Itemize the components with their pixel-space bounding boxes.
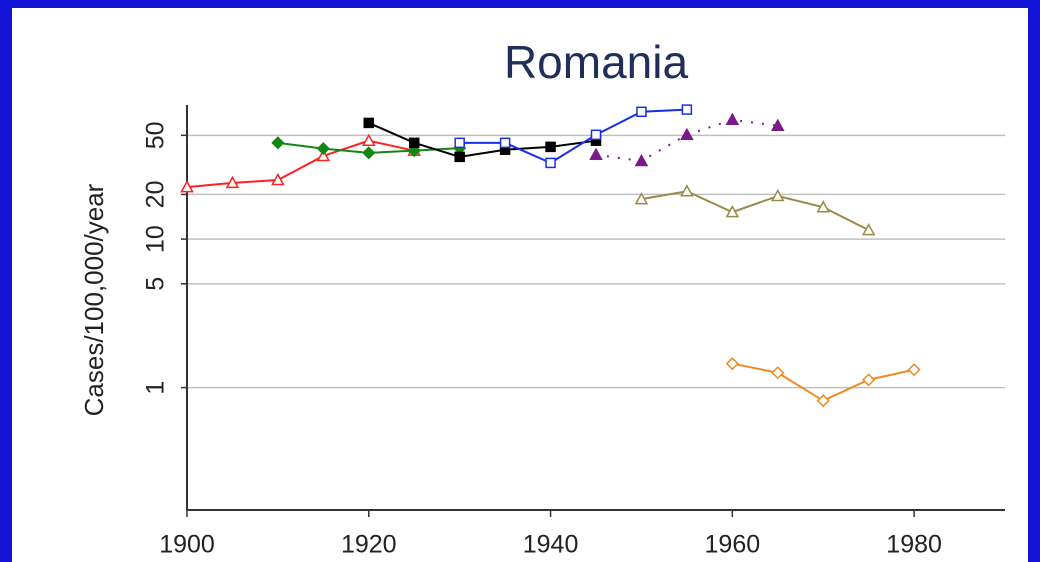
x-tick-label: 1940	[523, 531, 579, 559]
marker	[634, 192, 649, 205]
marker	[499, 137, 511, 149]
y-tick-label: 5	[142, 277, 170, 291]
x-tick-label: 1960	[705, 531, 761, 559]
marker	[454, 137, 465, 149]
marker	[271, 172, 285, 186]
y-axis-label: Cases/100,000/year	[79, 183, 109, 416]
marker	[589, 147, 603, 160]
marker	[362, 146, 376, 160]
marker	[816, 200, 830, 213]
marker	[725, 112, 740, 126]
marker	[636, 106, 647, 118]
marker	[680, 127, 694, 141]
chart-title: Romania	[504, 36, 689, 88]
series-line	[186, 139, 415, 189]
marker	[771, 188, 785, 202]
marker	[816, 394, 830, 408]
series-line	[641, 190, 870, 232]
marker	[362, 133, 376, 146]
marker	[681, 104, 693, 115]
x-tick-label: 1900	[159, 531, 215, 559]
marker	[634, 153, 649, 167]
marker	[454, 151, 465, 163]
marker	[545, 157, 556, 169]
x-tick-label: 1920	[341, 531, 397, 559]
y-tick-label: 50	[142, 121, 170, 149]
panel	[12, 8, 1028, 562]
marker	[225, 175, 240, 189]
y-tick-label: 1	[142, 381, 170, 395]
marker	[408, 137, 420, 149]
marker	[680, 184, 694, 197]
marker	[771, 366, 785, 380]
y-tick-label: 10	[142, 225, 170, 253]
y-tick-label: 20	[142, 181, 170, 209]
x-tick-label: 1980	[886, 531, 942, 559]
marker	[363, 117, 375, 129]
marker	[316, 142, 330, 156]
marker	[907, 363, 921, 377]
marker	[725, 205, 740, 218]
marker	[316, 148, 331, 162]
series-line	[459, 108, 687, 165]
marker	[861, 223, 876, 236]
marker	[771, 118, 785, 131]
marker	[862, 373, 876, 387]
marker	[271, 136, 285, 150]
marker	[725, 357, 739, 371]
marker	[545, 141, 556, 153]
marker	[180, 180, 194, 193]
marker	[590, 129, 602, 141]
series-line	[368, 121, 597, 158]
